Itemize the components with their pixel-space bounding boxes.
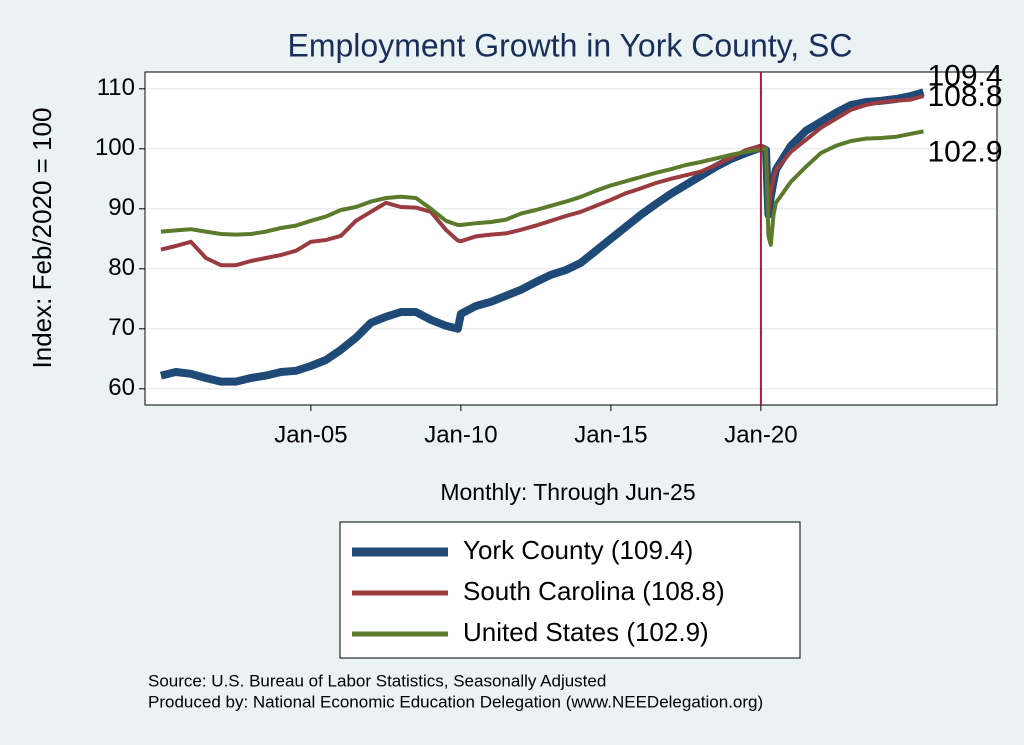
series-line xyxy=(159,88,925,386)
end-value-label: 108.8 xyxy=(928,80,1003,113)
x-tick-label: Jan-20 xyxy=(724,421,797,448)
y-tick-label: 80 xyxy=(108,254,135,281)
y-tick-label: 100 xyxy=(95,134,135,161)
y-tick-label: 110 xyxy=(97,74,135,101)
plot-area xyxy=(144,71,998,406)
series-line xyxy=(160,94,925,268)
x-axis-label: Monthly: Through Jun-25 xyxy=(440,479,695,505)
source-note: Produced by: National Economic Education… xyxy=(148,692,763,711)
end-value-label: 109.4 xyxy=(928,59,1003,92)
x-tick-label: Jan-10 xyxy=(424,421,497,448)
chart-title: Employment Growth in York County, SC xyxy=(288,27,853,63)
x-tick-label: Jan-05 xyxy=(274,421,347,448)
legend-label: United States (102.9) xyxy=(463,617,709,647)
y-tick-label: 90 xyxy=(108,194,135,221)
y-tick-label: 60 xyxy=(108,374,135,401)
source-note: Source: U.S. Bureau of Labor Statistics,… xyxy=(148,671,606,690)
y-axis-label: Index: Feb/2020 = 100 xyxy=(27,108,57,369)
y-tick-label: 70 xyxy=(108,314,135,341)
end-value-label: 102.9 xyxy=(928,135,1003,168)
legend-label: South Carolina (108.8) xyxy=(463,576,725,606)
legend-label: York County (109.4) xyxy=(463,535,693,565)
series-line xyxy=(160,129,924,247)
x-tick-label: Jan-15 xyxy=(574,421,647,448)
